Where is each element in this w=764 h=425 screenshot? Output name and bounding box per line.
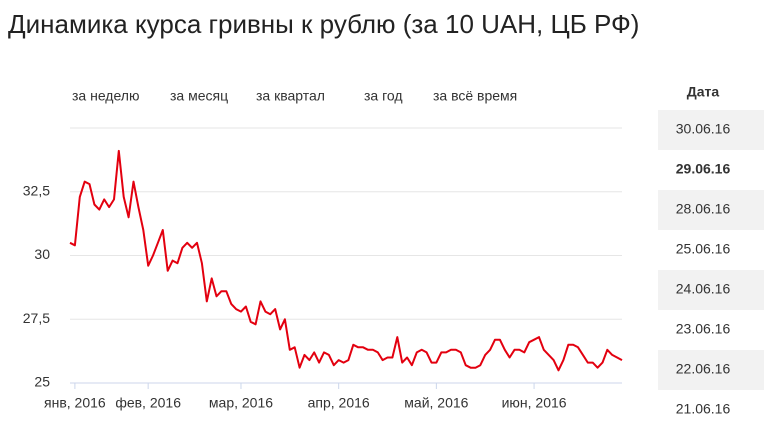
range-button[interactable]: за месяц [170, 88, 228, 104]
x-tick-label: фев, 2016 [115, 395, 181, 411]
table-row-bg [658, 110, 764, 150]
x-tick-label: май, 2016 [404, 395, 468, 411]
table-header: Дата [687, 84, 720, 100]
x-tick-label: апр, 2016 [308, 395, 370, 411]
y-tick-label: 32,5 [23, 182, 50, 198]
x-tick-label: июн, 2016 [502, 395, 567, 411]
table-row-bg [658, 190, 764, 230]
table-row[interactable]: 23.06.16 [676, 321, 731, 337]
table-row[interactable]: 22.06.16 [676, 361, 731, 377]
table-row[interactable]: 25.06.16 [676, 241, 731, 257]
y-tick-label: 27,5 [23, 310, 50, 326]
table-row[interactable]: 24.06.16 [676, 281, 731, 297]
table-row[interactable]: 29.06.16 [676, 161, 731, 177]
table-row-bg [658, 350, 764, 390]
table-row[interactable]: 28.06.16 [676, 201, 731, 217]
range-button[interactable]: за квартал [256, 88, 325, 104]
y-tick-label: 25 [34, 374, 50, 390]
x-tick-label: янв, 2016 [44, 395, 106, 411]
range-button[interactable]: за всё время [433, 88, 517, 104]
range-button[interactable]: за неделю [72, 88, 139, 104]
y-tick-label: 30 [34, 246, 50, 262]
chart-title: Динамика курса гривны к рублю (за 10 UAH… [8, 9, 639, 39]
table-row-bg [658, 270, 764, 310]
range-button[interactable]: за год [364, 88, 403, 104]
x-tick-label: мар, 2016 [209, 395, 273, 411]
table-row[interactable]: 21.06.16 [676, 401, 731, 417]
table-row[interactable]: 30.06.16 [676, 121, 731, 137]
line [69, 149, 623, 372]
